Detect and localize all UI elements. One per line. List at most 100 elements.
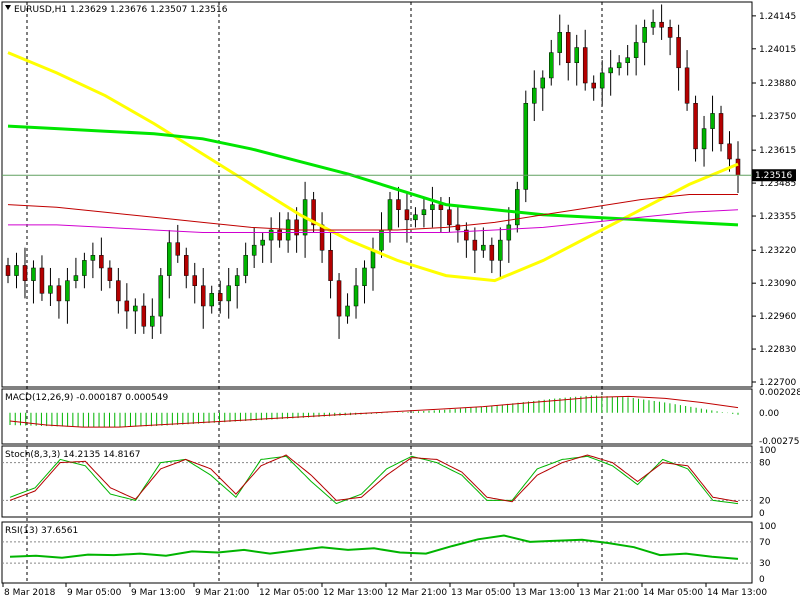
candle-body [234, 275, 240, 286]
stoch-y-tick-label: 80 [759, 459, 771, 469]
candle-body [642, 27, 647, 43]
candle-body [226, 285, 231, 302]
moving-average-sma_fast [7, 51, 739, 283]
stoch-y-tick-label: 20 [759, 496, 771, 506]
candle-body [396, 199, 401, 210]
candle-body [124, 300, 130, 312]
macd-y-tick-label: 0.002028 [759, 388, 800, 398]
candle-body [557, 32, 562, 53]
candle-body [294, 219, 299, 236]
rsi-header: RSI(13) 37.6561 [5, 526, 78, 536]
candle-body [608, 67, 613, 74]
x-tick-label: 13 Mar 05:00 [451, 588, 511, 598]
candle-body [31, 267, 36, 281]
y-tick-label: 1.23750 [759, 112, 796, 122]
candle-body [5, 265, 11, 276]
stoch-header: Stoch(8,3,3) 14.2135 14.8167 [5, 450, 140, 460]
x-tick-label: 12 Mar 05:00 [259, 588, 319, 598]
candle-body [489, 244, 495, 261]
y-tick-label: 1.23220 [759, 246, 796, 256]
y-tick-label: 1.23090 [759, 279, 796, 289]
candle-body [319, 224, 325, 251]
candle-body [523, 103, 529, 190]
candle-body [727, 143, 732, 160]
candle-body [481, 244, 486, 251]
candle-body [667, 27, 673, 38]
candle-body [39, 267, 45, 294]
candle-body [141, 305, 147, 327]
y-tick-label: 1.22830 [759, 345, 796, 355]
candle-body [684, 67, 690, 104]
candle-body [701, 128, 707, 150]
candle-body [498, 239, 503, 261]
y-tick-label: 1.23615 [759, 146, 796, 156]
candle-body [565, 32, 571, 63]
candle-body [676, 37, 681, 69]
rsi-y-tick-label: 100 [759, 522, 776, 532]
moving-average-sma_slow [7, 124, 739, 227]
candle-body [277, 229, 282, 241]
x-tick-label: 9 Mar 21:00 [195, 588, 250, 598]
candle-body [370, 249, 376, 269]
candle-body [353, 285, 359, 307]
macd-y-tick-label: 0.00 [759, 409, 779, 419]
candle-body [243, 255, 248, 276]
x-tick-label: 9 Mar 13:00 [131, 588, 186, 598]
candle-body [447, 209, 452, 226]
candle-body [549, 52, 554, 79]
candle-body [336, 280, 342, 317]
candle-body [735, 158, 741, 176]
moving-average-red_ma [7, 194, 738, 231]
x-tick-label: 12 Mar 21:00 [387, 588, 447, 598]
macd-header: MACD(12,26,9) -0.000187 0.000549 [5, 393, 168, 403]
candle-body [506, 224, 512, 241]
y-tick-label: 1.22960 [759, 312, 796, 322]
candle-body [73, 275, 79, 281]
symbol-dropdown-icon [5, 5, 11, 10]
candle-body [438, 204, 444, 210]
candle-body [133, 305, 138, 312]
moving-average-magenta_ma [8, 209, 739, 233]
y-tick-label: 1.24145 [759, 12, 796, 22]
candle-body [99, 255, 104, 269]
candle-body [616, 62, 622, 69]
current-price-box [752, 169, 796, 182]
candle-body [421, 209, 427, 216]
candle-body [184, 255, 189, 276]
candle-body [582, 47, 588, 84]
current-price-label: 1.23516 [755, 171, 792, 181]
candle-body [599, 72, 605, 89]
stoch-signal-line [9, 454, 739, 503]
x-tick-label: 13 Mar 13:00 [515, 588, 575, 598]
rsi-y-tick-label: 30 [759, 559, 771, 569]
y-tick-label: 1.23355 [759, 212, 796, 222]
x-tick-label: 14 Mar 13:00 [707, 588, 767, 598]
y-tick-label: 1.22700 [759, 378, 796, 388]
candle-body [693, 103, 698, 150]
candle-body [311, 199, 316, 226]
x-tick-label: 9 Mar 05:00 [67, 588, 122, 598]
candle-body [285, 219, 291, 241]
candle-body [540, 77, 546, 89]
candle-body [625, 57, 630, 63]
candle-body [48, 285, 53, 294]
candle-body [633, 42, 639, 58]
candle-body [192, 275, 197, 286]
candle-body [472, 239, 478, 251]
y-tick-label: 1.23880 [759, 79, 796, 89]
candle-body [150, 315, 155, 327]
chart-header: EURUSD,H1 1.23629 1.23676 1.23507 1.2351… [14, 5, 228, 15]
panel-rsi [1, 521, 753, 584]
candle-body [22, 265, 28, 281]
stoch-y-tick-label: 100 [759, 446, 776, 456]
candle-body [413, 214, 418, 221]
candle-body [217, 293, 223, 302]
candle-body [209, 293, 214, 307]
candle-body [14, 265, 19, 276]
x-tick-label: 13 Mar 21:00 [579, 588, 639, 598]
candle-body [116, 280, 121, 302]
candle-body [260, 239, 265, 246]
candle-body [591, 82, 596, 89]
candle-body [107, 267, 113, 281]
candle-body [167, 242, 172, 276]
